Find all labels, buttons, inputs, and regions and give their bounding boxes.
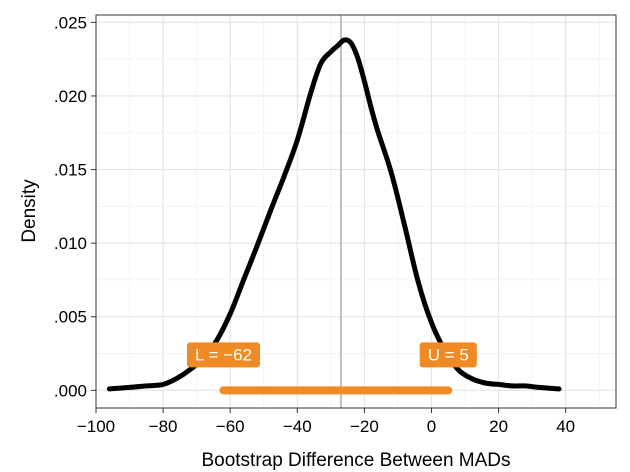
y-tick-label: .025 [54, 13, 87, 32]
y-tick-label: .020 [54, 87, 87, 106]
lower-bound-text: L = −62 [195, 345, 252, 364]
x-tick-label: −60 [216, 417, 245, 436]
x-tick-label: 0 [427, 417, 436, 436]
x-tick-label: 20 [489, 417, 508, 436]
x-tick-label: −100 [77, 417, 115, 436]
x-tick-label: −40 [283, 417, 312, 436]
x-tick-label: 40 [556, 417, 575, 436]
lower-bound-box [186, 342, 261, 368]
y-tick-label: .010 [54, 234, 87, 253]
y-axis-title: Density [19, 179, 40, 243]
x-tick-label: −20 [350, 417, 379, 436]
plot-panel [95, 14, 617, 409]
y-tick-label: .000 [54, 381, 87, 400]
x-axis: −100 −80 −60 −40 −20 0 20 40 [77, 408, 575, 436]
x-axis-title: Bootstrap Difference Between MADs [201, 450, 510, 471]
plot-border [95, 14, 617, 409]
upper-bound-box [419, 342, 477, 368]
upper-bound-text: U = 5 [428, 345, 469, 364]
lower-bound-label: L = −62 [186, 342, 261, 368]
upper-bound-label: U = 5 [419, 342, 477, 368]
gridlines [95, 15, 616, 408]
y-tick-label: .015 [54, 161, 87, 180]
y-tick-label: .005 [54, 308, 87, 327]
y-axis: .000 .005 .010 .015 .020 .025 [54, 13, 96, 400]
x-tick-label: −80 [149, 417, 178, 436]
